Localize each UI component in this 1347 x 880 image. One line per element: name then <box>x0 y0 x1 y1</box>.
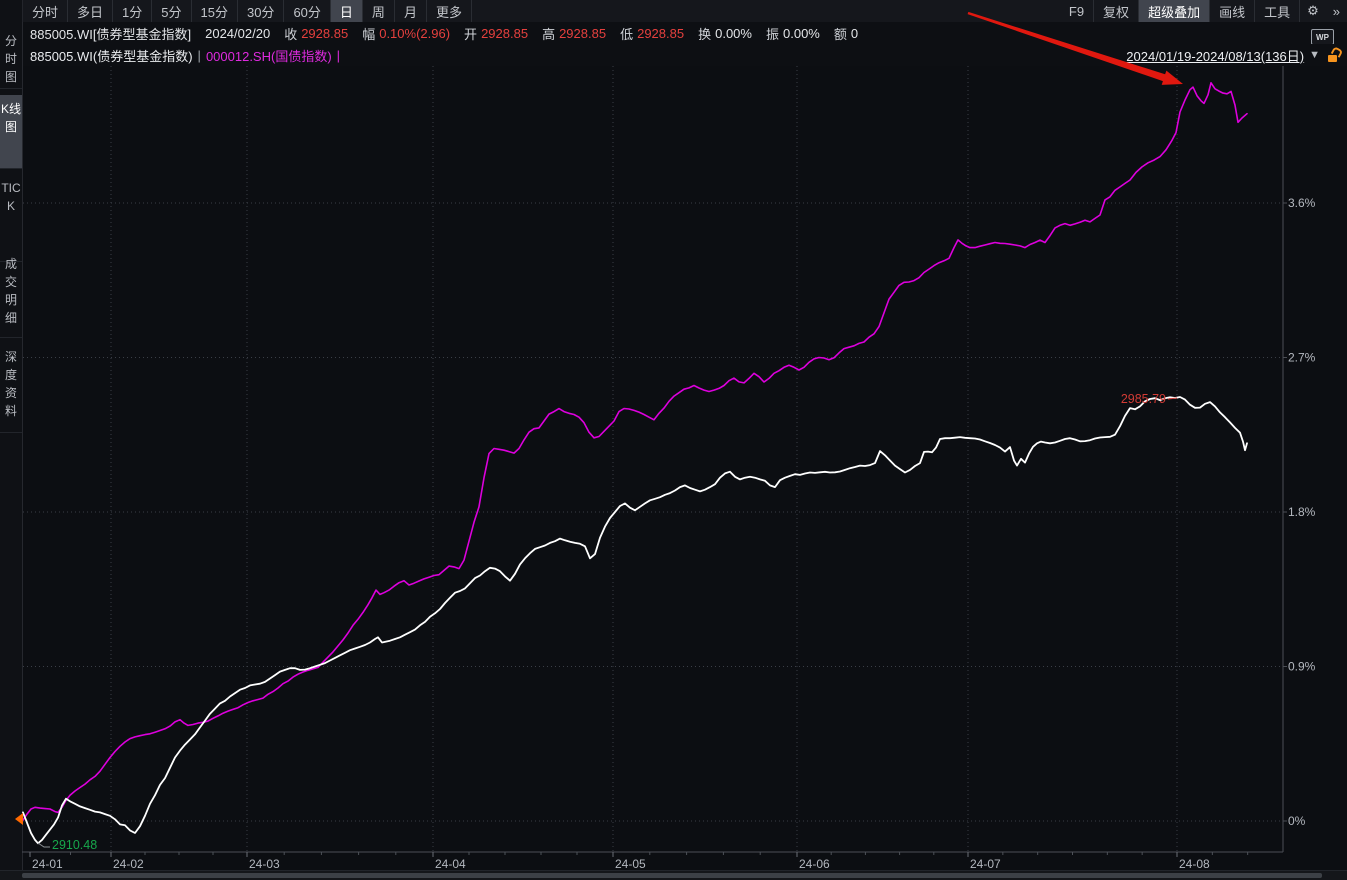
period-button-2[interactable]: 1分 <box>113 0 153 22</box>
period-button-6[interactable]: 60分 <box>284 0 331 22</box>
quote-field-1: 2024/02/20 <box>205 25 271 41</box>
sidebar-item-3[interactable]: 成交明细 <box>0 250 22 338</box>
baseline-marker-icon <box>15 813 23 825</box>
primary-symbol-label: 885005.WI(债券型基金指数) <box>30 48 193 64</box>
tool-button-0[interactable]: F9 <box>1060 0 1095 22</box>
quote-field-6: 低 2928.85 <box>620 25 685 42</box>
min-value-label: 2910.48 <box>52 838 97 852</box>
x-axis-label: 24-07 <box>970 857 1001 871</box>
tool-button-3[interactable]: 画线 <box>1210 0 1256 22</box>
overlay-symbol-label[interactable]: 000012.SH(国债指数) <box>205 48 332 64</box>
lock-body <box>1328 55 1337 62</box>
tool-button-1[interactable]: 复权 <box>1094 0 1140 22</box>
quote-field-4: 开 2928.85 <box>464 25 529 42</box>
toolbar-right: F9 复权 超级叠加 画线 工具 <box>1060 0 1301 22</box>
date-range-controls: 2024/01/19-2024/08/13(136日) ▼ <box>1126 46 1344 65</box>
annotation-arrow <box>967 11 1183 85</box>
y-axis-label: 0% <box>1288 814 1306 828</box>
series-line-1 <box>22 396 1248 845</box>
quote-field-7: 换 0.00% <box>698 25 752 42</box>
wp-window-icon[interactable]: WP <box>1311 29 1334 45</box>
sidebar-item-0[interactable]: 分时图 <box>0 27 22 89</box>
period-button-0[interactable]: 分时 <box>23 0 69 22</box>
period-button-4[interactable]: 15分 <box>192 0 238 22</box>
chevron-down-icon[interactable]: ▼ <box>1309 49 1320 61</box>
quote-field-0: 885005.WI[债券型基金指数] <box>30 26 192 42</box>
x-axis-label: 24-01 <box>32 857 63 871</box>
period-button-3[interactable]: 5分 <box>152 0 192 22</box>
tool-button-4[interactable]: 工具 <box>1255 0 1301 22</box>
min-label-leader <box>37 842 50 848</box>
sidebar-item-2[interactable]: TICK <box>0 174 22 262</box>
horizontal-scrollbar-thumb[interactable] <box>22 873 1322 878</box>
x-axis-label: 24-02 <box>113 857 144 871</box>
toolbar-left: 分时 多日 1分 5分 15分 30分 60分日周月更多 <box>23 0 472 22</box>
period-toolbar: 分时 多日 1分 5分 15分 30分 60分日周月更多 F9 复权 超级叠加 画线 工具 ⚙ » <box>0 0 1347 23</box>
y-axis-label: 0.9% <box>1288 659 1316 673</box>
x-axis-label: 24-08 <box>1179 857 1210 871</box>
y-axis-label: 1.8% <box>1288 505 1316 519</box>
unlock-icon[interactable] <box>1328 46 1344 62</box>
period-button-10[interactable]: 更多 <box>427 0 472 22</box>
x-axis-label: 24-05 <box>615 857 646 871</box>
view-mode-sidebar: 分时图 K线图 TICK 成交明细深度资料 <box>0 22 23 879</box>
tool-button-2[interactable]: 超级叠加 <box>1139 0 1211 22</box>
sidebar-item-4[interactable]: 深度资料 <box>0 343 22 433</box>
x-axis-label: 24-03 <box>249 857 280 871</box>
quote-field-5: 高 2928.85 <box>542 25 607 42</box>
quote-field-3: 幅 0.10%(2.96) <box>362 25 451 42</box>
horizontal-scrollbar-track <box>0 870 1347 880</box>
overlay-separator: | <box>336 47 341 63</box>
quote-field-8: 振 0.00% <box>765 25 820 42</box>
x-axis-label: 24-06 <box>799 857 830 871</box>
period-button-7[interactable]: 日 <box>330 0 363 22</box>
series-line-0 <box>22 82 1248 821</box>
date-range-selector[interactable]: 2024/01/19-2024/08/13(136日) <box>1126 48 1305 64</box>
toolbar-corner <box>0 0 23 22</box>
y-axis-label: 2.7% <box>1288 350 1316 364</box>
sidebar-item-1[interactable]: K线图 <box>0 95 22 169</box>
period-button-9[interactable]: 月 <box>395 0 427 22</box>
gear-icon[interactable]: ⚙ <box>1307 3 1319 18</box>
period-button-5[interactable]: 30分 <box>238 0 285 22</box>
x-axis-label: 24-04 <box>435 857 466 871</box>
chevrons-more-icon[interactable]: » <box>1332 3 1340 19</box>
quote-field-2: 收 2928.85 <box>284 25 349 42</box>
chart-header: 885005.WI(债券型基金指数) | 000012.SH(国债指数) | 2… <box>22 44 1347 66</box>
period-button-8[interactable]: 周 <box>363 0 395 22</box>
peak-label-leader <box>1167 397 1178 400</box>
period-button-1[interactable]: 多日 <box>68 0 114 22</box>
peak-value-label: 2985.79 <box>1121 392 1166 406</box>
symbol-separator: | <box>197 47 201 63</box>
y-axis-label: 3.6% <box>1288 196 1316 210</box>
